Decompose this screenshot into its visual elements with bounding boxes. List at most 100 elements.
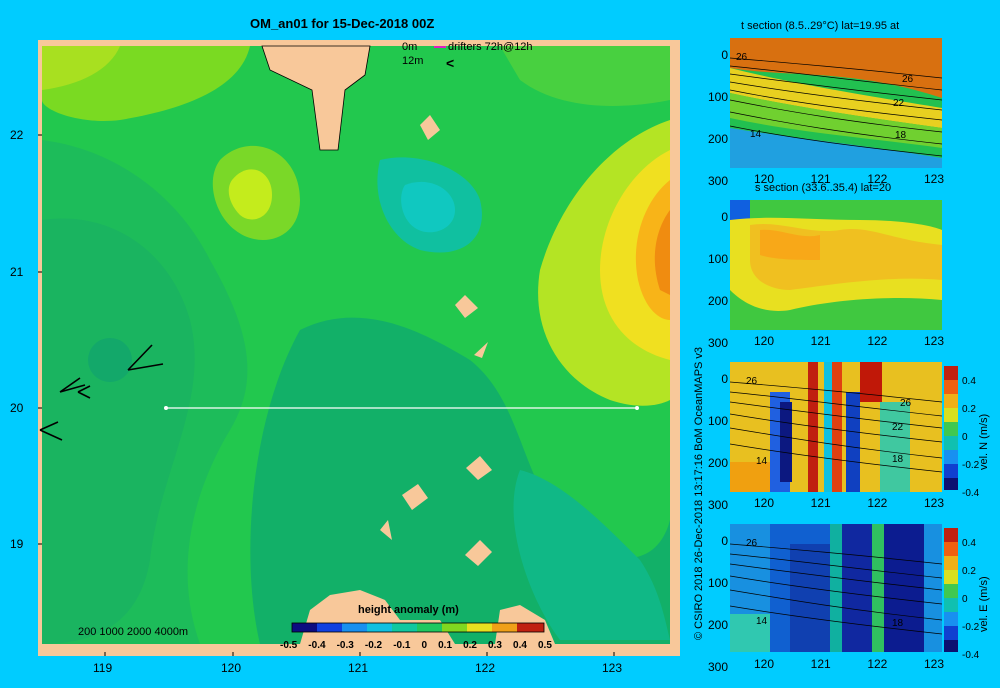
x-tick: 123 [924, 496, 944, 510]
colorbar-tick: -0.2 [365, 640, 382, 651]
svg-text:22: 22 [893, 98, 905, 109]
x-tick: 121 [811, 496, 831, 510]
colorbar-tick: -0.2 [962, 452, 979, 480]
colorbar-tick: 0.4 [962, 368, 979, 396]
panel-s-x-ticks: 120 121 122 123 [754, 334, 944, 348]
x-tick: 120 [754, 334, 774, 348]
svg-text:26: 26 [746, 376, 758, 387]
colorbar-tick: -0.2 [962, 614, 979, 642]
colorbar-tick: 0.3 [488, 640, 502, 651]
y-tick: 300 [708, 646, 728, 688]
section-start-marker [164, 406, 168, 410]
y-tick: 100 [708, 562, 728, 604]
lon-tick-121: 121 [348, 661, 368, 675]
vel-n-colorbar-ticks: 0.4 0.2 0 -0.2 -0.4 [962, 368, 979, 508]
colorbar-tick: 0.4 [513, 640, 527, 651]
legend-depth-12m: 12m [402, 55, 423, 67]
colorbar-tick: 0.1 [438, 640, 452, 651]
svg-text:18: 18 [892, 454, 904, 465]
svg-text:26: 26 [746, 538, 758, 549]
y-tick: 100 [708, 238, 728, 280]
svg-text:18: 18 [895, 130, 907, 141]
height-anomaly-colorbar [292, 623, 544, 632]
main-map [0, 0, 690, 680]
colorbar-tick: -0.4 [962, 480, 979, 508]
colorbar-title: height anomaly (m) [358, 604, 459, 616]
vel-e-label: vel. E (m/s) [978, 576, 990, 632]
svg-text:22: 22 [892, 422, 904, 433]
x-tick: 122 [867, 334, 887, 348]
vel-n-label: vel. N (m/s) [978, 414, 990, 470]
colorbar-tick: 0 [962, 586, 979, 614]
lon-tick-123: 123 [602, 661, 622, 675]
legend-arrow-icon: < [446, 55, 454, 71]
section-end-marker [635, 406, 639, 410]
lat-tick-19: 19 [10, 537, 23, 551]
colorbar-tick: 0.4 [962, 530, 979, 558]
colorbar-tick: 0.2 [962, 558, 979, 586]
x-tick: 120 [754, 657, 774, 671]
svg-text:26: 26 [900, 398, 912, 409]
bathymetry-legend: 200 1000 2000 4000m [78, 626, 188, 638]
lat-tick-20: 20 [10, 401, 23, 415]
colorbar-tick: -0.5 [280, 640, 297, 651]
svg-text:26: 26 [736, 52, 748, 63]
colorbar-tick: 0 [421, 640, 427, 651]
x-tick: 123 [924, 334, 944, 348]
colorbar-tick: 0.5 [538, 640, 552, 651]
x-tick: 120 [754, 172, 774, 186]
colorbar-tick: 0.2 [962, 396, 979, 424]
svg-text:14: 14 [756, 456, 768, 467]
x-tick: 120 [754, 496, 774, 510]
x-tick: 123 [924, 172, 944, 186]
drifter-track-swatch [434, 46, 446, 48]
legend-drifters: drifters 72h@12h [448, 41, 533, 53]
panel-t-y-ticks: 0 100 200 300 [708, 34, 728, 202]
colorbar-tick: -0.4 [962, 642, 979, 670]
panel-s-y-ticks: 0 100 200 300 [708, 196, 728, 364]
panel-vn-x-ticks: 120 121 122 123 [754, 496, 944, 510]
svg-text:18: 18 [892, 618, 904, 629]
panel-t-title: t section (8.5..29°C) lat=19.95 at [741, 20, 899, 32]
lon-tick-122: 122 [475, 661, 495, 675]
y-tick: 200 [708, 280, 728, 322]
panel-ve-x-ticks: 120 121 122 123 [754, 657, 944, 671]
y-tick: 200 [708, 442, 728, 484]
y-tick: 100 [708, 76, 728, 118]
y-tick: 0 [708, 196, 728, 238]
panel-s-section [730, 200, 942, 330]
y-tick: 0 [708, 358, 728, 400]
x-tick: 121 [811, 334, 831, 348]
svg-text:14: 14 [756, 616, 768, 627]
panel-vn-y-ticks: 0 100 200 300 [708, 358, 728, 526]
credit-text: © CSIRO 2018 26-Dec-2018 13:17:16 BoM Oc… [693, 347, 705, 640]
colorbar-tick-labels: -0.5 -0.4 -0.3 -0.2 -0.1 0 0.1 0.2 0.3 0… [280, 640, 552, 651]
vel-e-colorbar-ticks: 0.4 0.2 0 -0.2 -0.4 [962, 530, 979, 670]
svg-text:14: 14 [750, 129, 762, 140]
lon-tick-119: 119 [93, 661, 112, 675]
x-tick: 122 [867, 172, 887, 186]
legend-depth-0m: 0m [402, 41, 417, 53]
x-tick: 121 [811, 172, 831, 186]
colorbar-tick: 0.2 [463, 640, 477, 651]
x-tick: 122 [867, 496, 887, 510]
y-tick: 200 [708, 118, 728, 160]
y-tick: 0 [708, 520, 728, 562]
lat-tick-21: 21 [10, 265, 23, 279]
colorbar-tick: -0.3 [337, 640, 354, 651]
y-tick: 100 [708, 400, 728, 442]
y-tick: 0 [708, 34, 728, 76]
x-tick: 122 [867, 657, 887, 671]
y-tick: 200 [708, 604, 728, 646]
x-tick: 121 [811, 657, 831, 671]
colorbar-tick: 0 [962, 424, 979, 452]
lon-tick-120: 120 [221, 661, 241, 675]
panel-t-section: 26 26 22 18 14 [730, 38, 942, 168]
panel-ve-section: 26 14 18 [730, 524, 942, 652]
panel-ve-y-ticks: 0 100 200 300 [708, 520, 728, 688]
panel-t-x-ticks: 120 121 122 123 [754, 172, 944, 186]
panel-vn-section: 26 26 22 18 14 [730, 362, 942, 492]
ssh-low-center [88, 338, 132, 382]
vel-n-colorbar [944, 366, 958, 490]
x-tick: 123 [924, 657, 944, 671]
